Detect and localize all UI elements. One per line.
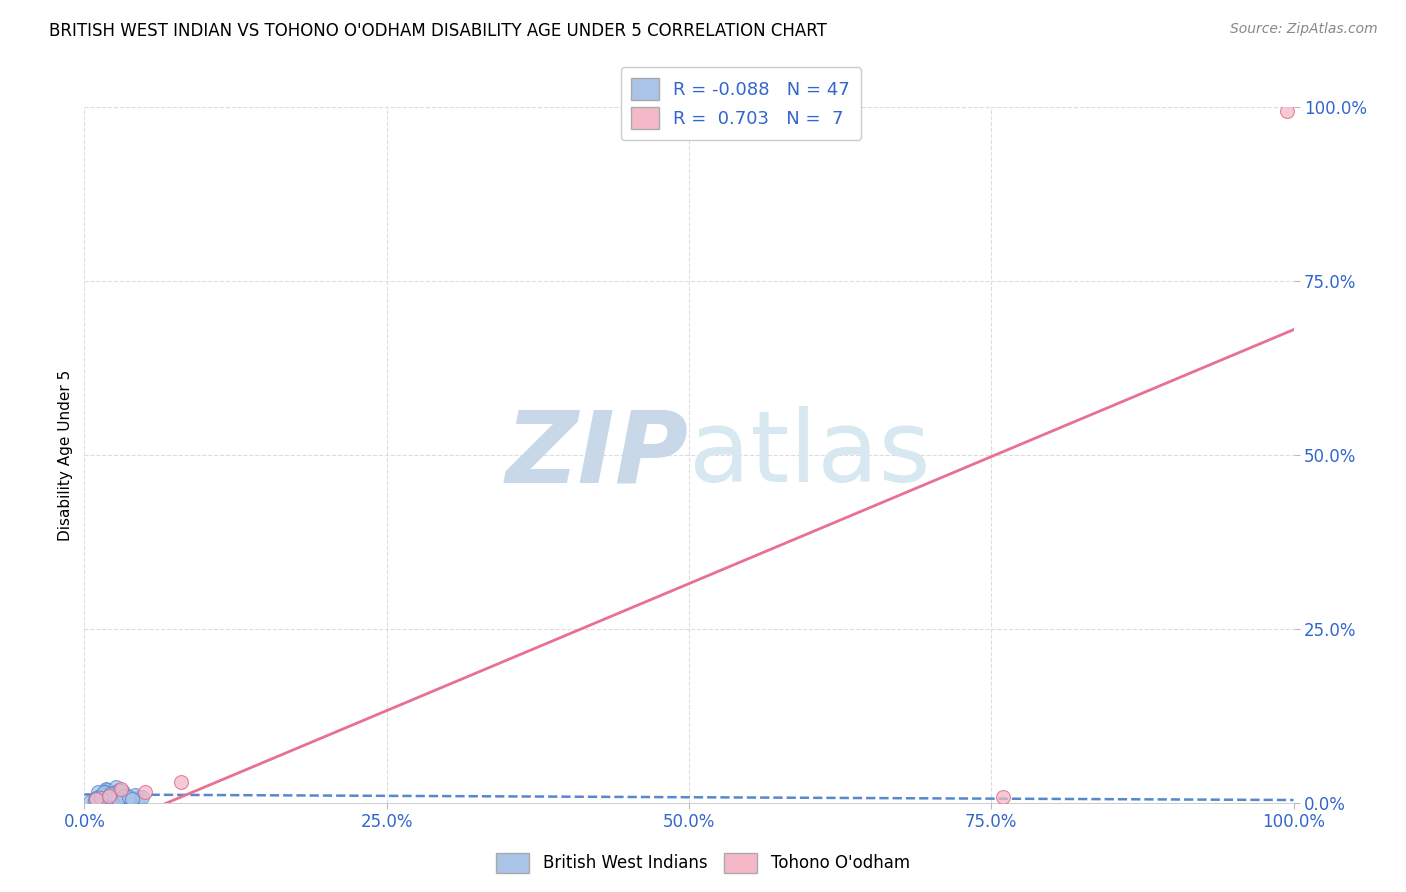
- Point: [134, 785, 156, 799]
- Point: [100, 788, 122, 802]
- Point: [115, 789, 138, 803]
- Point: [94, 787, 117, 801]
- Point: [79, 795, 101, 809]
- Point: [89, 789, 111, 803]
- Point: [97, 794, 120, 808]
- Point: [118, 789, 141, 804]
- Point: [103, 786, 125, 800]
- Text: Source: ZipAtlas.com: Source: ZipAtlas.com: [1230, 22, 1378, 37]
- Point: [91, 789, 114, 804]
- Point: [86, 791, 108, 805]
- Point: [90, 791, 112, 805]
- Point: [993, 790, 1015, 805]
- Point: [131, 790, 153, 805]
- Point: [101, 790, 124, 805]
- Text: atlas: atlas: [689, 407, 931, 503]
- Point: [120, 794, 142, 808]
- Y-axis label: Disability Age Under 5: Disability Age Under 5: [58, 369, 73, 541]
- Point: [104, 780, 127, 795]
- Text: BRITISH WEST INDIAN VS TOHONO O'ODHAM DISABILITY AGE UNDER 5 CORRELATION CHART: BRITISH WEST INDIAN VS TOHONO O'ODHAM DI…: [49, 22, 827, 40]
- Point: [110, 790, 132, 805]
- Point: [128, 789, 150, 804]
- Point: [110, 781, 132, 796]
- Point: [100, 794, 122, 808]
- Point: [93, 791, 115, 805]
- Point: [96, 783, 118, 797]
- Legend: British West Indians, Tohono O'odham: British West Indians, Tohono O'odham: [489, 847, 917, 880]
- Point: [97, 789, 120, 803]
- Point: [91, 789, 114, 803]
- Point: [94, 781, 117, 796]
- Point: [93, 785, 115, 799]
- Point: [87, 790, 110, 805]
- Point: [86, 785, 108, 799]
- Point: [94, 785, 117, 799]
- Point: [107, 791, 129, 805]
- Point: [1277, 103, 1299, 118]
- Point: [83, 794, 105, 808]
- Point: [121, 793, 143, 807]
- Point: [87, 794, 110, 808]
- Point: [117, 791, 139, 805]
- Point: [108, 783, 131, 797]
- Point: [112, 785, 135, 799]
- Point: [97, 792, 120, 806]
- Point: [105, 793, 128, 807]
- Point: [124, 788, 146, 802]
- Point: [90, 792, 112, 806]
- Legend: R = -0.088   N = 47, R =  0.703   N =  7: R = -0.088 N = 47, R = 0.703 N = 7: [620, 67, 860, 140]
- Point: [111, 788, 134, 802]
- Point: [86, 792, 108, 806]
- Text: ZIP: ZIP: [506, 407, 689, 503]
- Point: [98, 788, 121, 802]
- Point: [170, 775, 193, 789]
- Point: [110, 784, 132, 798]
- Point: [104, 792, 127, 806]
- Point: [84, 793, 107, 807]
- Point: [112, 789, 135, 803]
- Point: [98, 789, 121, 803]
- Point: [121, 792, 143, 806]
- Point: [107, 791, 129, 805]
- Point: [104, 785, 127, 799]
